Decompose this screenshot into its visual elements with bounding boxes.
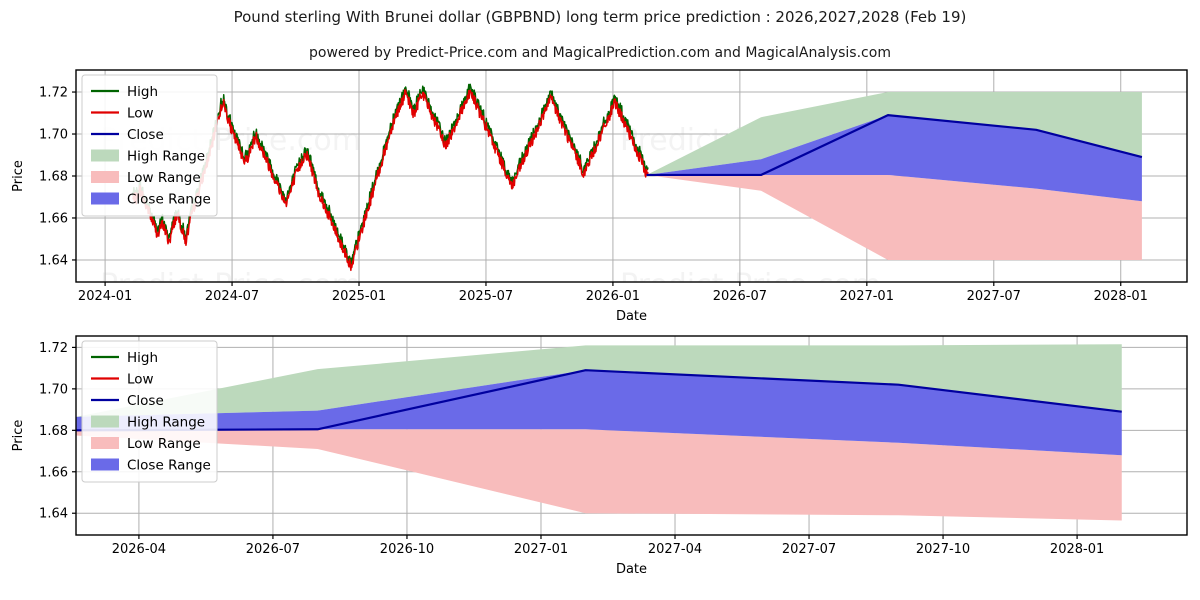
x-tick-label: 2027-01 — [514, 542, 568, 557]
legend-label: High Range — [127, 415, 205, 431]
y-axis-label: Price — [11, 160, 26, 192]
legend-label: Low — [127, 372, 154, 388]
legend-label: Close Range — [127, 192, 211, 208]
y-tick-label: 1.68 — [39, 170, 68, 185]
high-range-band — [646, 92, 1142, 175]
x-tick-label: 2024-01 — [78, 289, 132, 304]
legend-label: Close — [127, 127, 164, 143]
low-line — [132, 89, 649, 272]
legend-label: Close Range — [127, 458, 211, 474]
page-subtitle: powered by Predict-Price.com and Magical… — [309, 45, 891, 61]
y-axis-label: Price — [11, 420, 26, 452]
legend-label: Low Range — [127, 436, 201, 452]
x-tick-label: 2027-07 — [782, 542, 836, 557]
x-tick-label: 2028-01 — [1094, 289, 1148, 304]
watermark: Predict-Price.com — [100, 268, 361, 303]
x-tick-label: 2026-04 — [112, 542, 166, 557]
y-tick-label: 1.64 — [39, 253, 68, 268]
high-line — [131, 83, 649, 269]
x-tick-label: 2027-07 — [967, 289, 1021, 304]
close-range-band — [646, 115, 1142, 202]
y-tick-label: 1.70 — [39, 382, 68, 397]
y-tick-label: 1.68 — [39, 424, 68, 439]
x-tick-label: 2024-07 — [205, 289, 259, 304]
x-tick-label: 2026-01 — [586, 289, 640, 304]
legend-label: High Range — [127, 149, 205, 165]
low-range-band — [76, 429, 1122, 521]
x-tick-label: 2027-01 — [840, 289, 894, 304]
low-range-band — [646, 174, 1142, 260]
high-range-band — [76, 344, 1122, 417]
y-tick-label: 1.72 — [39, 341, 68, 356]
legend-label: Low Range — [127, 170, 201, 186]
close-line — [646, 114, 1143, 177]
chart-legend[interactable]: High Low Close High Range Low Range Close Ran… — [81, 74, 218, 217]
chart-legend[interactable]: High Low Close High Range Low Range Close Ran… — [81, 340, 218, 483]
x-tick-label: 2025-07 — [459, 289, 513, 304]
x-axis-label: Date — [616, 562, 647, 577]
x-tick-label: 2025-01 — [332, 289, 386, 304]
x-tick-label: 2028-01 — [1050, 542, 1104, 557]
close-range-band — [76, 370, 1122, 456]
watermark: Predict-Price.com — [620, 268, 881, 303]
x-tick-label: 2026-07 — [246, 542, 300, 557]
legend-label: Low — [127, 106, 154, 122]
y-tick-label: 1.66 — [39, 465, 68, 480]
page-title: Pound sterling With Brunei dollar (GBPBN… — [233, 8, 967, 26]
y-tick-label: 1.72 — [39, 86, 68, 101]
y-tick-label: 1.66 — [39, 211, 68, 226]
legend-label: High — [127, 350, 158, 366]
x-tick-label: 2026-10 — [380, 542, 434, 557]
x-axis-label: Date — [616, 309, 647, 320]
top-chart: Predict-Price.comPredict-Price.comPredic… — [11, 69, 1188, 320]
x-tick-label: 2027-10 — [916, 542, 970, 557]
legend-label: High — [127, 84, 158, 100]
close-line — [76, 369, 1122, 432]
x-tick-label: 2027-04 — [648, 542, 702, 557]
x-tick-label: 2026-07 — [713, 289, 767, 304]
bottom-chart: Predict-Price.comPredict-Price.comPredic… — [11, 335, 1188, 577]
legend-label: Close — [127, 393, 164, 409]
y-tick-label: 1.64 — [39, 507, 68, 522]
y-tick-label: 1.70 — [39, 128, 68, 143]
